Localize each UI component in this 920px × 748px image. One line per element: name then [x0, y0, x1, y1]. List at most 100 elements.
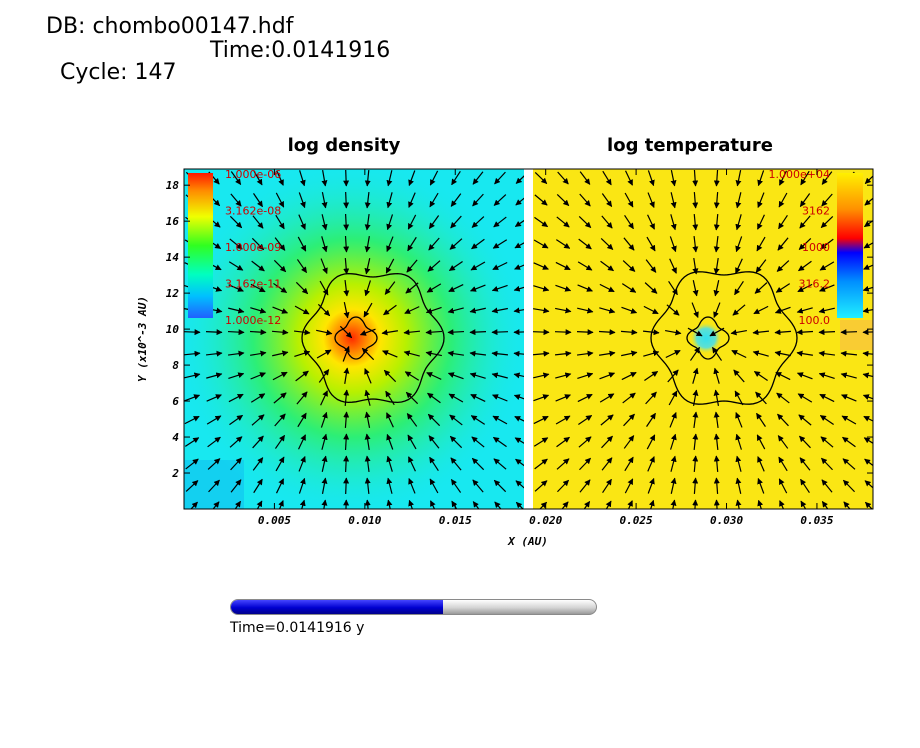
density-inner-contour — [334, 316, 378, 360]
vector-arrow — [774, 329, 792, 336]
vector-arrow — [774, 350, 791, 357]
vector-arrow — [298, 214, 306, 230]
vector-arrow — [643, 305, 659, 315]
vector-arrow — [600, 260, 614, 272]
vector-arrow — [713, 280, 720, 297]
vector-arrow — [757, 170, 765, 187]
vector-arrow — [249, 329, 267, 336]
vector-arrow — [206, 394, 222, 402]
vector-arrow — [252, 435, 264, 449]
vector-arrow — [185, 458, 199, 470]
vector-arrow — [796, 350, 813, 357]
temperature-colorbar-label: 1.000e+04 — [769, 168, 830, 181]
vector-arrow — [775, 283, 791, 293]
vector-arrow — [251, 237, 265, 251]
vector-arrow — [713, 235, 720, 253]
vector-arrow — [731, 349, 747, 359]
vector-arrow — [298, 192, 306, 209]
vector-arrow — [774, 306, 791, 314]
vector-arrow — [647, 477, 655, 494]
vector-arrow — [253, 193, 263, 208]
vector-arrow — [601, 435, 613, 449]
contour-lines — [301, 271, 798, 405]
vector-arrow — [252, 457, 264, 471]
vector-arrow — [492, 415, 508, 425]
vector-arrow — [796, 372, 813, 380]
vector-arrow — [692, 258, 699, 275]
vector-arrow — [275, 478, 285, 494]
vector-arrow — [273, 282, 288, 294]
vector-arrow — [492, 394, 508, 402]
vector-arrow — [818, 372, 835, 379]
vector-arrow — [407, 236, 417, 252]
vector-arrow — [599, 350, 616, 357]
x-tick-label: 0.010 — [348, 514, 381, 527]
vector-arrow — [730, 329, 747, 336]
vector-arrow — [818, 307, 835, 314]
vector-arrow — [533, 372, 550, 379]
vector-arrow — [386, 433, 394, 450]
vector-arrow — [818, 350, 836, 357]
vector-arrow — [644, 370, 659, 382]
density-colorbar-label: 1.000e-06 — [225, 168, 281, 181]
vector-arrow — [427, 413, 441, 427]
vector-arrow — [800, 170, 810, 186]
vector-arrow — [554, 350, 572, 357]
vector-arrow — [428, 435, 440, 449]
vector-arrow — [230, 171, 242, 185]
vector-arrow — [840, 372, 857, 379]
vector-arrow — [670, 433, 677, 450]
vector-arrow — [513, 350, 524, 357]
vector-arrow — [624, 456, 634, 472]
vector-arrow — [426, 372, 442, 380]
vector-arrow — [427, 392, 441, 404]
vector-arrow — [229, 238, 243, 250]
vector-arrow — [621, 306, 638, 314]
vector-arrow — [272, 306, 289, 314]
vector-arrow — [533, 307, 550, 314]
vector-arrow — [778, 192, 788, 208]
vector-arrow — [470, 415, 486, 425]
time-slider[interactable] — [230, 599, 597, 615]
vector-arrow — [364, 477, 371, 495]
vector-arrow — [539, 501, 548, 509]
vector-arrow — [469, 307, 486, 314]
vector-arrow — [555, 415, 571, 425]
vector-arrow — [491, 372, 508, 379]
vector-arrow — [555, 372, 572, 379]
vector-arrow — [364, 433, 371, 450]
vector-arrow — [515, 458, 524, 467]
vector-arrow — [253, 478, 263, 494]
vector-arrow — [493, 458, 507, 470]
vector-arrow — [623, 435, 635, 449]
vector-arrow — [862, 329, 873, 336]
vector-arrow — [579, 193, 591, 207]
vector-arrow — [321, 236, 328, 253]
temperature-colorbar-label: 100.0 — [799, 314, 831, 327]
vector-arrow — [776, 392, 790, 404]
vector-arrow — [321, 499, 328, 509]
vector-arrow — [472, 171, 484, 185]
vector-arrow — [298, 456, 306, 472]
vector-arrow — [256, 500, 263, 509]
vector-arrow — [713, 302, 721, 319]
x-tick-label: 0.020 — [529, 514, 562, 527]
vector-arrow — [493, 479, 507, 493]
vector-arrow — [863, 242, 873, 249]
vector-arrow — [605, 500, 612, 509]
vector-arrow — [691, 302, 699, 319]
vector-arrow — [555, 284, 572, 292]
vector-arrow — [491, 307, 508, 314]
vector-arrow — [207, 436, 221, 448]
vector-arrow — [645, 259, 657, 273]
vector-arrow — [228, 261, 244, 271]
vector-arrow — [620, 329, 638, 336]
vector-arrow — [515, 197, 524, 206]
temperature-edge-shade — [840, 320, 873, 350]
vector-arrow — [648, 499, 655, 509]
vector-arrow — [756, 412, 766, 427]
vector-arrow — [798, 260, 812, 272]
vector-arrow — [840, 329, 858, 336]
vector-arrow — [820, 238, 834, 250]
vector-arrow — [779, 500, 785, 509]
